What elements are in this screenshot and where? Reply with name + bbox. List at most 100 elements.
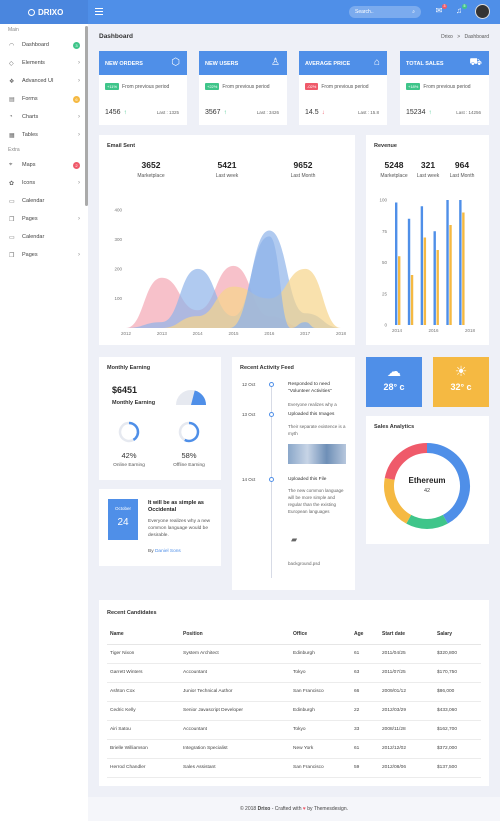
sidebar-item-label: Pages xyxy=(22,252,38,258)
sidebar-item-calendar-2[interactable]: ▭ Calendar xyxy=(0,228,88,246)
card-title: Recent Candidates xyxy=(107,610,157,616)
column-header[interactable]: Position xyxy=(183,625,293,645)
weather-temperature: 28° c xyxy=(383,382,405,392)
feed-sub: Everyone realizes why a xyxy=(288,402,337,407)
card-title: Monthly Earning xyxy=(107,365,151,371)
table-cell: Sales Assistant xyxy=(183,758,293,778)
stat-value: 1456 xyxy=(105,109,121,116)
breadcrumb: Drixo > Dashboard xyxy=(441,34,489,40)
bar xyxy=(436,250,439,325)
table-cell: Tokyo xyxy=(293,720,354,740)
table-row[interactable]: Garrett Winters Accountant Tokyo 63 2011/07/… xyxy=(107,663,481,683)
notifications-button[interactable]: ♫ 5 xyxy=(454,4,467,16)
x-tick-label: 2017 xyxy=(300,331,311,336)
menu-toggle-button[interactable] xyxy=(95,8,103,15)
stat-header: NEW ORDERS ⬡ xyxy=(99,51,187,75)
mail-button[interactable]: ✉ 3 xyxy=(434,4,447,16)
table-cell: Cedric Kelly xyxy=(107,701,183,721)
column-header[interactable]: Name xyxy=(107,625,183,645)
sidebar-item-dashboard[interactable]: ◠ Dashboard 3 xyxy=(0,36,88,54)
bar xyxy=(433,231,436,325)
weather-temperature: 32° c xyxy=(450,382,472,392)
tables-icon: ▦ xyxy=(9,132,15,139)
y-tick-label: 100 xyxy=(114,296,122,301)
sidebar-badge: 3 xyxy=(73,41,80,49)
bar xyxy=(449,225,452,325)
sales-donut-slice xyxy=(426,443,470,524)
chevron-right-icon: › xyxy=(78,114,80,120)
post-author-link[interactable]: Daniel Sons xyxy=(154,549,181,554)
column-header[interactable]: Office xyxy=(293,625,354,645)
x-tick-label: 2015 xyxy=(228,331,239,336)
table-row[interactable]: Tiger Nixon System Architect Edinburgh 61 20… xyxy=(107,644,481,664)
sidebar-item-forms[interactable]: ▤ Forms 6 xyxy=(0,90,88,108)
post-day: 24 xyxy=(117,517,129,528)
table-cell: Garrett Winters xyxy=(107,663,183,683)
sidebar-item-label: Pages xyxy=(22,216,38,222)
hamburger-icon-line xyxy=(95,11,103,12)
sidebar-item-pages-2[interactable]: ❐ Pages › xyxy=(0,246,88,264)
arrow-up-icon: ↑ xyxy=(428,110,432,116)
bar xyxy=(395,202,398,325)
stat-header: NEW USERS ♙ xyxy=(199,51,287,75)
chevron-right-icon: › xyxy=(78,252,80,258)
sidebar-item-label: Tables xyxy=(22,132,38,138)
table-row[interactable]: Airi Satou Accountant Tokyo 33 2008/11/28 $16… xyxy=(107,720,481,740)
table-row[interactable]: Herrod Chandler Sales Assistant San Franci… xyxy=(107,758,481,778)
sidebar-item-calendar[interactable]: ▭ Calendar xyxy=(0,192,88,210)
feed-images[interactable] xyxy=(288,444,346,464)
table-cell: System Architect xyxy=(183,644,293,664)
sidebar-item-elements[interactable]: ◇ Elements › xyxy=(0,54,88,72)
stat-last: Last : 3426 xyxy=(256,110,279,115)
sidebar-item-label: Advanced UI xyxy=(22,78,54,84)
hamburger-icon-line xyxy=(95,14,103,15)
table-cell: 61 xyxy=(354,644,382,664)
donut-center-label: Ethereum xyxy=(408,476,446,485)
table-cell: Accountant xyxy=(183,720,293,740)
revenue-bar-chart: 0 25 50 75 100 2014 2016 2018 xyxy=(379,198,475,334)
stat-change-badge: -02% xyxy=(305,83,319,90)
sidebar-item-maps[interactable]: ⌖ Maps 2 xyxy=(0,156,88,174)
logo-icon xyxy=(28,8,35,16)
stat-value-row: 3567 ↑ xyxy=(205,109,227,116)
summary-value: 5248 xyxy=(384,160,404,170)
arrow-down-icon: ↓ xyxy=(321,110,325,116)
file-icon[interactable]: ▰ xyxy=(291,535,298,544)
table-cell: Integration Specialist xyxy=(183,739,293,759)
sidebar-item-icons[interactable]: ✿ Icons › xyxy=(0,174,88,192)
post-title[interactable]: It will be as simple as Occidental xyxy=(148,500,204,513)
sidebar-badge: 6 xyxy=(73,95,80,103)
brand-logo[interactable]: DRIXO xyxy=(0,0,88,24)
stat-last: Last : 1325 xyxy=(156,110,179,115)
feed-sub: Their separate existence is a myth xyxy=(288,424,346,436)
post-by: By xyxy=(148,549,154,554)
table-header-row: Name Position Office Age Start date Sala… xyxy=(107,625,481,645)
breadcrumb-root[interactable]: Drixo xyxy=(441,34,453,40)
sidebar-item-advanced-ui[interactable]: ❖ Advanced UI › xyxy=(0,72,88,90)
table-row[interactable]: Cedric Kelly Senior Javascript Developer E… xyxy=(107,701,481,721)
recent-candidates-card: Recent Candidates Name Position Office A… xyxy=(99,600,489,786)
table-row[interactable]: Ashton Cox Junior Technical Author San Fra… xyxy=(107,682,481,702)
feed-file-name[interactable]: background.psd xyxy=(288,561,321,566)
avatar[interactable] xyxy=(475,4,490,19)
sun-cloud-icon: ☀ xyxy=(454,363,468,379)
pages-icon: ❐ xyxy=(9,252,15,259)
area-series-2 xyxy=(126,268,341,328)
candidates-table: Name Position Office Age Start date Sala… xyxy=(107,625,481,778)
monthly-amount: $6451 xyxy=(112,385,138,395)
search-input[interactable]: Search.. ⌕ xyxy=(349,6,421,18)
card-title: Sales Analytics xyxy=(374,424,415,430)
table-row[interactable]: Brielle Williamson Integration Specialist… xyxy=(107,739,481,759)
column-header[interactable]: Start date xyxy=(382,625,437,645)
column-header[interactable]: Age xyxy=(354,625,382,645)
bell-icon: ♫ xyxy=(456,6,462,15)
column-header[interactable]: Salary xyxy=(437,625,481,645)
sidebar-item-tables[interactable]: ▦ Tables › xyxy=(0,126,88,144)
sidebar-item-label: Calendar xyxy=(22,198,45,204)
sidebar-scrollbar[interactable] xyxy=(85,26,88,206)
sidebar-item-pages[interactable]: ❐ Pages › xyxy=(0,210,88,228)
sidebar-item-label: Charts xyxy=(22,114,39,120)
post-body: Everyone realizes why a new common langu… xyxy=(148,519,211,538)
online-donut-slice xyxy=(118,421,134,443)
sidebar-item-charts[interactable]: ◔ Charts › xyxy=(0,108,88,126)
